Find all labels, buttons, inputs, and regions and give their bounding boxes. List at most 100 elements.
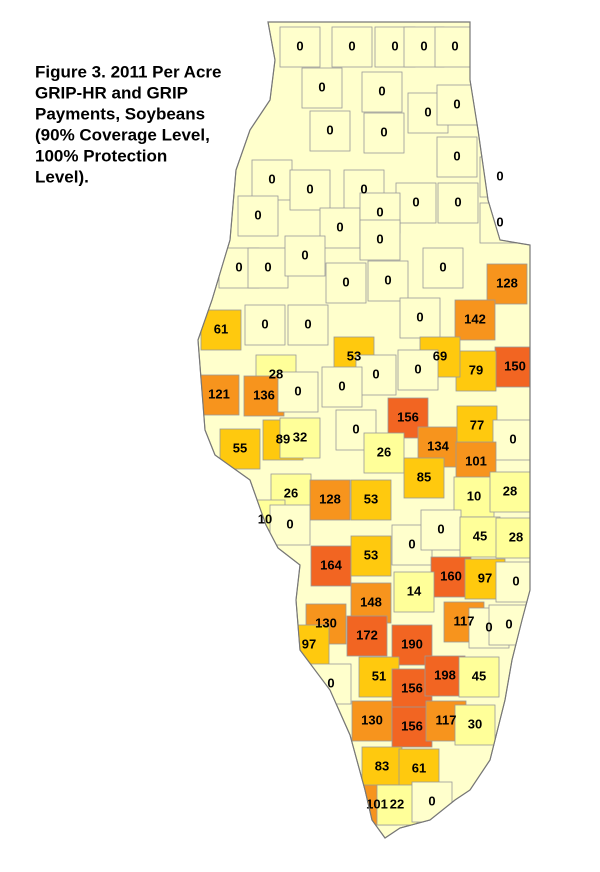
- county-value: 164: [320, 557, 342, 572]
- title-line: Level).: [35, 167, 89, 186]
- county: [492, 419, 530, 461]
- county: [277, 371, 319, 413]
- county-value: 0: [376, 231, 383, 246]
- county-value: 142: [464, 311, 486, 326]
- county-value: 0: [294, 383, 301, 398]
- county: [367, 260, 409, 302]
- county: [393, 571, 435, 613]
- county-value: 0: [512, 573, 519, 588]
- county-value: 0: [352, 421, 359, 436]
- county: [244, 304, 286, 346]
- county-value: 0: [496, 168, 503, 183]
- county-value: 0: [408, 536, 415, 551]
- county-value: 53: [364, 491, 378, 506]
- county-value: 61: [214, 321, 228, 336]
- county: [454, 704, 496, 746]
- county-value: 0: [439, 259, 446, 274]
- county-value: 0: [304, 316, 311, 331]
- county-value: 0: [414, 361, 421, 376]
- county: [359, 219, 401, 261]
- county-value: 0: [485, 619, 492, 634]
- county-value: 0: [505, 616, 512, 631]
- county: [269, 504, 311, 546]
- county: [346, 615, 388, 657]
- county-value: 0: [380, 124, 387, 139]
- state-border: [197, 21, 531, 839]
- county-value: 55: [233, 440, 247, 455]
- county-value: 0: [326, 122, 333, 137]
- county: [436, 136, 478, 178]
- county-value: 0: [412, 194, 419, 209]
- county: [200, 309, 242, 351]
- county: [395, 182, 437, 224]
- county: [454, 299, 496, 341]
- county-value: 190: [401, 636, 423, 651]
- county-value: 0: [336, 219, 343, 234]
- county-value: 130: [315, 615, 337, 630]
- county: [243, 375, 285, 417]
- county-value: 0: [235, 259, 242, 274]
- county: [279, 26, 321, 68]
- county-value: 148: [360, 594, 382, 609]
- county-value: 101: [366, 796, 388, 811]
- county-value: 198: [434, 667, 456, 682]
- county: [495, 517, 530, 559]
- county: [309, 110, 351, 152]
- county-value: 0: [254, 207, 261, 222]
- county-value: 32: [293, 429, 307, 444]
- county: [289, 169, 331, 211]
- county: [458, 656, 500, 698]
- county: [350, 535, 392, 577]
- county: [420, 509, 462, 551]
- county-value: 136: [253, 387, 275, 402]
- county-value: 69: [433, 348, 447, 363]
- county-value: 10: [258, 511, 272, 526]
- county: [237, 195, 279, 237]
- county: [251, 159, 293, 201]
- county-value: 130: [361, 712, 383, 727]
- county: [355, 354, 397, 396]
- county: [489, 471, 530, 513]
- county-value: 0: [453, 96, 460, 111]
- county: [422, 247, 464, 289]
- county-value: 0: [318, 79, 325, 94]
- county-value: 0: [264, 259, 271, 274]
- county-value: 0: [348, 38, 355, 53]
- county-value: 156: [401, 680, 423, 695]
- county-value: 117: [454, 613, 475, 628]
- county-value: 172: [356, 627, 378, 642]
- county-value: 61: [412, 760, 426, 775]
- county-value: 101: [465, 453, 487, 468]
- county-value: 26: [377, 444, 391, 459]
- county-value: 26: [284, 485, 298, 500]
- county-value: 45: [473, 528, 487, 543]
- county: [397, 349, 439, 391]
- county: [486, 263, 528, 305]
- title-line: Figure 3. 2011 Per Acre: [35, 62, 221, 81]
- county-value: 77: [470, 417, 484, 432]
- county-value: 0: [296, 38, 303, 53]
- title-line: 100% Protection: [35, 146, 167, 165]
- county: [325, 262, 367, 304]
- county: [436, 84, 478, 126]
- county-value: 0: [391, 38, 398, 53]
- county-value: 134: [427, 438, 449, 453]
- county-value: 117: [436, 712, 457, 727]
- county: [309, 479, 351, 521]
- county-value: 160: [440, 568, 462, 583]
- county-value: 0: [428, 793, 435, 808]
- county: [279, 417, 321, 459]
- county-value: 0: [378, 83, 385, 98]
- county-value: 53: [347, 348, 361, 363]
- county: [437, 182, 479, 224]
- county-value: 0: [437, 521, 444, 536]
- county-value: 30: [468, 716, 482, 731]
- county-value: 14: [407, 583, 422, 598]
- county: [198, 374, 240, 416]
- county-value: 83: [375, 758, 389, 773]
- county-value: 28: [503, 483, 517, 498]
- county: [391, 706, 433, 748]
- county-value: 0: [261, 316, 268, 331]
- county: [331, 26, 373, 68]
